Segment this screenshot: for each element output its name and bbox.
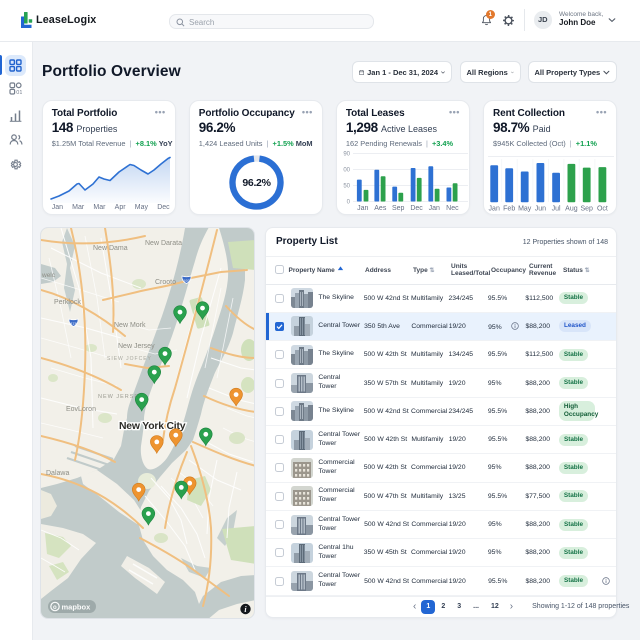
svg-text:50: 50 [343, 184, 350, 190]
svg-text:01: 01 [16, 90, 22, 95]
svg-text:Aes: Aes [374, 205, 387, 212]
svg-text:Jan: Jan [357, 205, 368, 212]
svg-text:96.2%: 96.2% [243, 177, 272, 189]
svg-text:EovLoron: EovLoron [66, 406, 96, 413]
svg-text:Jan: Jan [429, 205, 440, 212]
svg-text:Dec: Dec [410, 205, 423, 212]
svg-text:New Darata: New Darata [145, 240, 182, 247]
svg-text:welc: welc [41, 272, 56, 279]
svg-text:mapbox: mapbox [62, 603, 92, 612]
svg-text:Oct: Oct [597, 206, 608, 213]
svg-text:SIEW JOFCEY: SIEW JOFCEY [107, 356, 152, 362]
svg-text:New York City: New York City [119, 421, 186, 432]
svg-text:00: 00 [343, 168, 350, 174]
svg-text:New Dama: New Dama [93, 245, 128, 252]
svg-text:Jun: Jun [535, 206, 546, 213]
svg-text:i: i [244, 605, 247, 614]
svg-text:Jan: Jan [489, 206, 500, 213]
svg-text:90: 90 [343, 152, 350, 158]
svg-text:Perklock: Perklock [54, 299, 81, 306]
svg-text:Sep: Sep [580, 206, 593, 213]
svg-text:New Jersey: New Jersey [118, 343, 155, 350]
svg-text:o: o [53, 605, 57, 611]
svg-text:NEW JERSEY: NEW JERSEY [98, 394, 144, 400]
svg-text:0: 0 [347, 200, 351, 206]
svg-text:Crooto: Crooto [155, 279, 176, 286]
svg-text:Jul: Jul [552, 206, 561, 213]
svg-text:Aug: Aug [565, 206, 578, 213]
svg-text:New Mork: New Mork [114, 322, 146, 329]
svg-text:Feb: Feb [503, 206, 515, 213]
svg-text:Dalawa: Dalawa [46, 470, 69, 477]
svg-text:May: May [518, 206, 532, 213]
svg-text:197: 197 [183, 278, 190, 283]
svg-text:Sep: Sep [392, 205, 405, 212]
svg-text:878: 878 [70, 321, 77, 326]
svg-text:Nec: Nec [446, 205, 459, 212]
